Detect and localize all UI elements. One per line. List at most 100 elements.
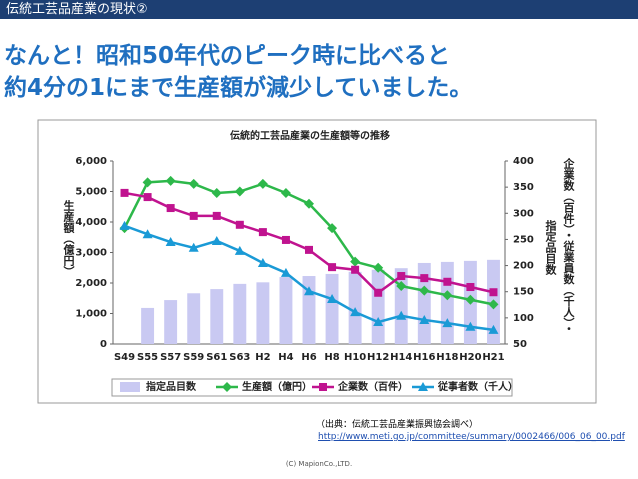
y-axis-label: 生産額（億円） [62, 199, 76, 277]
bar [141, 307, 155, 344]
marker [257, 178, 268, 189]
marker [489, 288, 498, 297]
x-tick-label: H8 [324, 352, 339, 363]
marker [234, 186, 245, 197]
marker [143, 193, 152, 202]
marker [304, 198, 314, 209]
marker [466, 283, 475, 292]
marker [234, 245, 245, 255]
marker [222, 382, 232, 392]
y2-tick-label: 400 [513, 156, 534, 167]
x-tick-label: S59 [183, 352, 204, 363]
marker [319, 383, 327, 391]
marker [488, 324, 499, 334]
marker [119, 220, 130, 230]
marker [235, 220, 244, 229]
marker [280, 267, 291, 277]
bar [187, 293, 201, 344]
chart-frame [37, 119, 597, 404]
marker [396, 281, 407, 292]
y2-axis-label: 指定品目数 [544, 219, 557, 276]
marker [281, 235, 290, 244]
bar [233, 283, 247, 344]
x-tick-label: H18 [436, 352, 458, 363]
bar [210, 289, 224, 344]
marker [305, 245, 313, 254]
legend-label: 従事者数（千人） [437, 380, 518, 393]
source-link[interactable]: http://www.meti.go.jp/committee/summary/… [318, 432, 625, 442]
marker [188, 242, 199, 252]
marker [188, 178, 199, 189]
marker [373, 317, 384, 327]
marker [327, 294, 338, 304]
bar [256, 282, 270, 344]
title: 約4分の1にまで生産額が減少していました。 [4, 75, 473, 101]
marker [442, 290, 453, 301]
x-tick-label: H16 [413, 352, 435, 363]
marker [120, 188, 129, 197]
x-tick-label: S55 [137, 352, 158, 363]
marker [142, 229, 153, 239]
x-tick-label: S63 [229, 352, 250, 363]
title: なんと！昭和50年代のピーク時に比べると [4, 43, 451, 69]
x-tick-label: S57 [160, 352, 181, 363]
y-tick-label: 3,000 [75, 248, 107, 259]
y2-tick-label: 100 [513, 313, 534, 324]
y2-tick-label: 50 [513, 339, 527, 350]
marker [396, 310, 407, 320]
chart-title: 伝統的工芸品産業の生産額等の推移 [230, 129, 390, 142]
y-tick-label: 1,000 [75, 309, 107, 320]
marker [328, 263, 337, 272]
marker [304, 286, 314, 296]
header: 伝統工芸品産業の現状② [0, 0, 638, 19]
x-tick-label: H6 [301, 352, 316, 363]
marker [418, 382, 428, 391]
x-tick-label: S49 [114, 352, 135, 363]
x-tick-label: H10 [344, 352, 366, 363]
y-tick-label: 6,000 [75, 156, 107, 167]
marker [257, 257, 268, 267]
footer: (C) MapionCo.,LTD. [285, 460, 353, 468]
x-tick-label: S61 [206, 352, 227, 363]
bar [371, 269, 385, 344]
marker [488, 299, 499, 310]
x-tick-label: H20 [459, 352, 481, 363]
y-tick-label: 0 [100, 339, 107, 350]
bar [164, 300, 178, 344]
y2-axis-label: 企業数（百件）・従業員数（千人）・ [562, 157, 576, 334]
y2-tick-label: 300 [513, 208, 534, 219]
marker [165, 175, 176, 186]
marker [142, 177, 153, 188]
marker [442, 318, 453, 328]
marker [166, 204, 175, 213]
x-tick-label: H4 [278, 352, 293, 363]
marker [397, 272, 406, 281]
marker [327, 223, 338, 234]
bar [325, 273, 339, 344]
y2-tick-label: 200 [513, 261, 534, 272]
marker [373, 262, 384, 273]
legend-label: 企業数（百件） [337, 380, 408, 393]
legend-swatch [120, 382, 140, 392]
marker [165, 237, 176, 247]
y2-tick-label: 150 [513, 287, 534, 298]
x-tick-label: H12 [367, 352, 389, 363]
marker [212, 211, 221, 220]
y-tick-label: 4,000 [75, 217, 107, 228]
bar [440, 261, 454, 344]
marker [350, 307, 361, 317]
marker [465, 321, 476, 331]
marker [211, 188, 222, 199]
legend-label: 生産額（億円） [242, 380, 312, 393]
y2-tick-label: 250 [513, 234, 534, 245]
y2-tick-label: 350 [513, 182, 534, 193]
legend-label: 指定品目数 [146, 380, 197, 393]
marker [443, 277, 452, 286]
marker [419, 285, 430, 296]
x-tick-label: H21 [482, 352, 504, 363]
y-tick-label: 2,000 [75, 278, 107, 289]
x-tick-label: H2 [255, 352, 270, 363]
bar [279, 277, 293, 344]
